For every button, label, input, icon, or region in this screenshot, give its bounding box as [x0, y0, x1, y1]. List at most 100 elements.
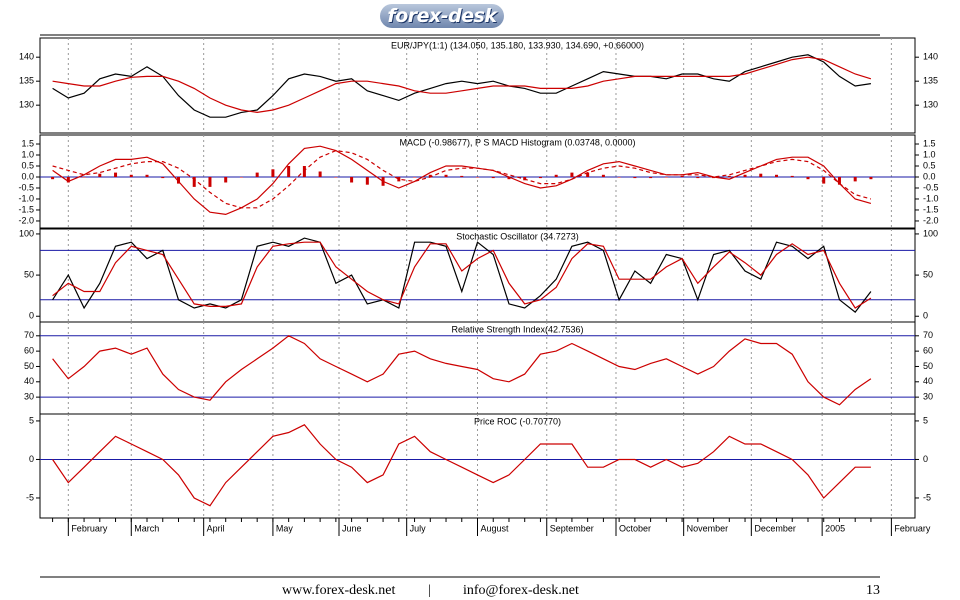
x-tick-label: February	[71, 523, 108, 533]
histogram-bar	[633, 176, 637, 179]
histogram-bar	[428, 174, 432, 177]
y-tick-label: -5	[923, 492, 931, 502]
histogram-bar	[837, 176, 841, 185]
y-tick-label: 0.0	[21, 171, 34, 181]
histogram-bar	[271, 169, 275, 177]
y-tick-label: -5	[26, 492, 34, 502]
histogram-bar	[822, 176, 826, 184]
y-tick-label: 70	[923, 330, 933, 340]
histogram-bar	[51, 176, 55, 180]
logo: forex-desk	[380, 4, 504, 28]
panel-title: Price ROC (-0.70770)	[474, 416, 561, 426]
histogram-bar	[302, 166, 306, 177]
x-tick-label: October	[619, 523, 651, 533]
histogram-bar	[869, 176, 873, 180]
panel-title: Relative Strength Index(42.7536)	[451, 324, 583, 334]
series-line	[52, 237, 872, 313]
histogram-bar	[743, 174, 747, 177]
x-tick-label: May	[276, 523, 294, 533]
y-tick-label: 1.0	[923, 149, 936, 159]
y-tick-label: -1.5	[18, 204, 34, 214]
y-tick-label: 0	[29, 311, 34, 321]
histogram-bar	[759, 173, 763, 177]
histogram-bar	[145, 174, 149, 177]
x-tick-label: 2005	[825, 523, 845, 533]
y-tick-label: 30	[24, 392, 34, 402]
x-tick-label: March	[134, 523, 159, 533]
y-tick-label: 70	[24, 330, 34, 340]
series-line	[52, 56, 872, 114]
histogram-bar	[365, 176, 369, 185]
y-tick-label: -0.5	[18, 182, 34, 192]
footer-website: www.forex-desk.net	[282, 583, 396, 598]
histogram-bar	[491, 176, 495, 179]
y-tick-label: 140	[19, 52, 34, 62]
histogram-bar	[66, 176, 70, 183]
histogram-bar	[617, 176, 621, 178]
panel-title: Stochastic Oscillator (34.7273)	[456, 231, 579, 241]
y-tick-label: 1.0	[21, 149, 34, 159]
series-line	[52, 335, 872, 406]
y-tick-label: 0.0	[923, 171, 936, 181]
histogram-bar	[586, 172, 590, 177]
x-tick-label: June	[342, 523, 362, 533]
y-tick-label: 0	[29, 454, 34, 464]
y-tick-label: -1.5	[923, 204, 939, 214]
panel-title: MACD (-0.98677), P S MACD Histogram (0.0…	[400, 137, 636, 147]
histogram-bar	[114, 172, 118, 177]
series-line	[52, 145, 872, 216]
histogram-bar	[98, 173, 102, 177]
y-tick-label: 40	[923, 376, 933, 386]
histogram-bar	[208, 176, 212, 187]
y-tick-label: 50	[24, 269, 34, 279]
histogram-bar	[853, 176, 857, 182]
y-tick-label: -1.0	[18, 193, 34, 203]
histogram-bar	[790, 175, 794, 177]
y-tick-label: 5	[923, 415, 928, 425]
y-tick-label: -2.0	[18, 215, 34, 225]
y-tick-label: 1.5	[923, 138, 936, 148]
histogram-bar	[444, 174, 448, 177]
histogram-bar	[554, 174, 558, 177]
y-tick-label: 100	[923, 228, 938, 238]
histogram-bar	[397, 176, 401, 182]
series-line	[52, 149, 872, 209]
y-tick-label: 130	[19, 100, 34, 110]
y-tick-label: 140	[923, 52, 938, 62]
histogram-bar	[601, 174, 605, 177]
page-number: 13	[866, 583, 880, 598]
footer-email: info@forex-desk.net	[463, 583, 579, 598]
y-tick-label: 0	[923, 311, 928, 321]
histogram-bar	[476, 176, 479, 178]
y-tick-label: 0.5	[21, 160, 34, 170]
histogram-bar	[255, 172, 259, 177]
y-tick-label: 60	[24, 346, 34, 356]
histogram-bar	[806, 176, 810, 180]
y-tick-label: -0.5	[923, 182, 939, 192]
y-tick-label: 0.5	[923, 160, 936, 170]
histogram-bar	[460, 175, 464, 177]
y-tick-label: -2.0	[923, 215, 939, 225]
histogram-bar	[538, 176, 542, 179]
histogram-bar	[334, 176, 338, 178]
histogram-bar	[775, 174, 779, 177]
y-tick-label: 50	[923, 269, 933, 279]
series-line	[52, 54, 871, 118]
histogram-bar	[239, 176, 243, 178]
x-tick-label: July	[410, 523, 427, 533]
x-tick-label: April	[207, 523, 225, 533]
histogram-bar	[318, 171, 322, 177]
histogram-bar	[161, 176, 165, 179]
y-tick-label: 50	[24, 361, 34, 371]
series-line	[52, 424, 871, 507]
x-tick-label: February	[894, 523, 931, 533]
y-tick-label: 40	[24, 376, 34, 386]
x-tick-label: December	[754, 523, 796, 533]
histogram-bar	[224, 176, 228, 183]
y-tick-label: 60	[923, 346, 933, 356]
y-tick-label: -1.0	[923, 193, 939, 203]
histogram-bar	[350, 176, 354, 183]
histogram-bar	[664, 176, 668, 178]
